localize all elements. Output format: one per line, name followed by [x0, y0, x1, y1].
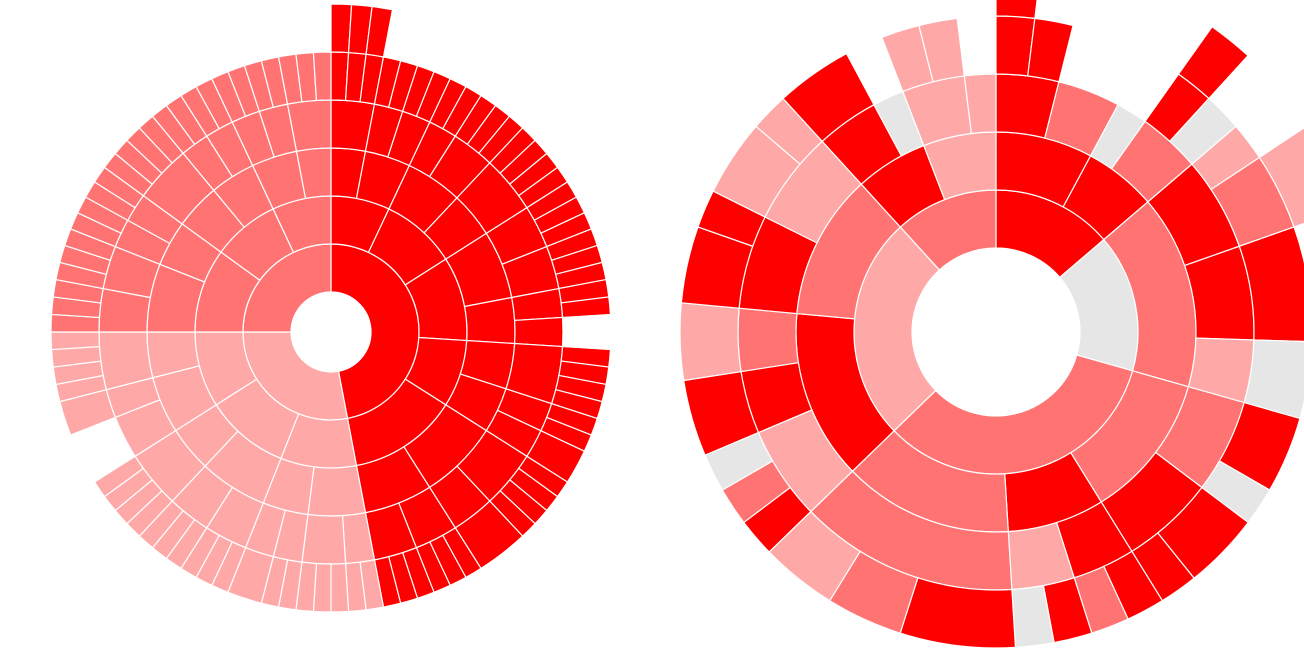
sunburst-right-segment-4-0-0-0	[782, 52, 875, 143]
sunburst-left-segment-1-2-1-0-3	[50, 331, 101, 351]
sunburst-left-segment-2-2-1-0-2	[312, 51, 332, 102]
sunburst-right-segment-0-0-0-1	[1027, 17, 1074, 83]
sunburst-left-segment-1-0-0-1-0	[330, 562, 350, 613]
sunburst-left-segment-1-0-0-1	[301, 513, 347, 565]
sunburst-chart-left	[50, 3, 612, 613]
sunburst-left-segment-0-2-1-1	[514, 316, 564, 348]
sunburst-right-segment-3-0-2	[737, 307, 800, 373]
sunburst-chart-right	[679, 0, 1304, 649]
sunburst-right-segment-4-1-1	[963, 73, 997, 135]
sunburst-right-segment-3-0-2-0	[679, 302, 742, 382]
sunburst-right-segment-0-0-0-0-0	[995, 0, 1038, 20]
sunburst-left-segment-1-0-0	[307, 464, 367, 517]
